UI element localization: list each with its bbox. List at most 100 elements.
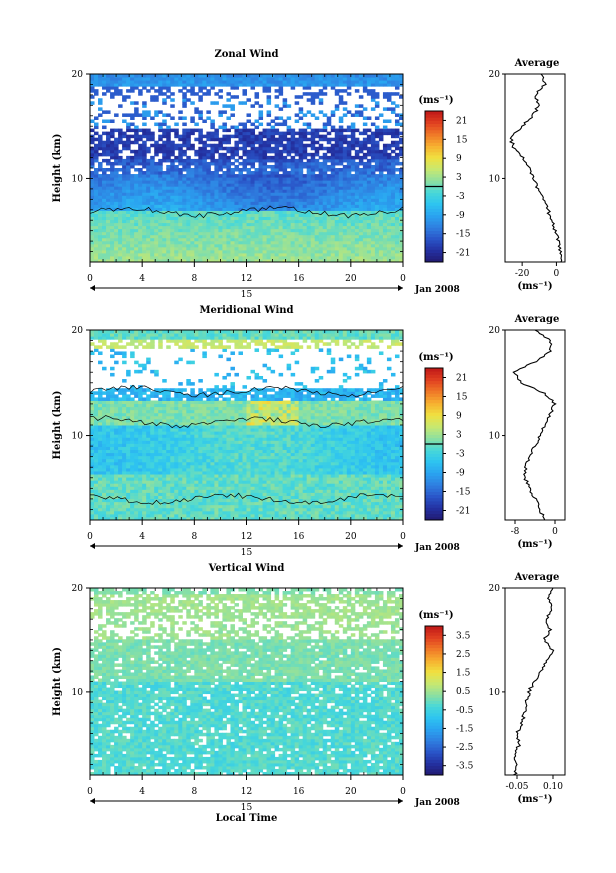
heatmap-cell <box>322 222 328 227</box>
heatmap-cell <box>162 492 167 496</box>
heatmap-cell <box>362 155 368 160</box>
heatmap-cell <box>178 83 183 87</box>
heatmap-cell <box>122 406 127 411</box>
heatmap-cell <box>126 249 131 254</box>
heatmap-cell <box>166 158 171 163</box>
heatmap-cell <box>258 143 264 148</box>
heatmap-cell <box>94 122 99 127</box>
heatmap-cell <box>190 83 195 87</box>
heatmap-cell <box>90 464 95 469</box>
heatmap-cell <box>314 189 320 193</box>
heatmap-cell <box>310 243 316 248</box>
heatmap-cell <box>346 246 352 251</box>
heatmap-cell <box>102 152 107 157</box>
heatmap-cell <box>166 89 171 93</box>
heatmap-cell <box>198 155 203 160</box>
heatmap-cell <box>98 474 103 478</box>
heatmap-cell <box>338 101 344 105</box>
heatmap-cell <box>326 155 332 160</box>
heatmap-cell <box>134 403 139 408</box>
heatmap-cell <box>378 219 384 224</box>
average-frame <box>504 73 566 263</box>
heatmap-cell <box>134 345 139 349</box>
heatmap-cell <box>130 431 135 435</box>
heatmap-cell <box>334 104 340 108</box>
heatmap-cell <box>242 219 247 224</box>
heatmap-cell <box>258 231 264 236</box>
heatmap-cell <box>130 189 135 193</box>
heatmap-cell <box>378 228 384 233</box>
heatmap-cell <box>210 207 215 211</box>
colorbar-swatch <box>425 126 443 131</box>
heatmap-cell <box>334 89 340 93</box>
heatmap-cell <box>386 83 392 87</box>
colorbar-swatch <box>425 183 443 187</box>
heatmap-cell <box>330 246 336 251</box>
heatmap-cell <box>222 161 227 166</box>
heatmap-cell <box>390 246 396 251</box>
heatmap-cell <box>142 110 147 114</box>
heatmap-cell <box>174 177 179 181</box>
heatmap-cell <box>246 195 252 199</box>
heatmap-cell <box>298 192 304 196</box>
heatmap-cell <box>174 134 179 139</box>
heatmap-cell <box>110 219 115 224</box>
heatmap-cell <box>282 104 288 108</box>
heatmap-cell <box>138 225 143 230</box>
heatmap-cell <box>378 164 384 169</box>
heatmap-cell <box>362 201 368 205</box>
heatmap-cell <box>110 415 115 420</box>
heatmap-cell <box>118 219 123 224</box>
heatmap-cell <box>146 216 151 221</box>
heatmap-cell <box>118 243 123 248</box>
heatmap-cell <box>334 186 340 190</box>
heatmap-cell <box>170 231 175 236</box>
heatmap-cell <box>190 183 195 187</box>
heatmap-cell <box>370 177 376 181</box>
heatmap-cell <box>270 168 276 172</box>
heatmap-cell <box>226 104 231 108</box>
heatmap-cell <box>178 222 183 227</box>
y-tick-label: 10 <box>72 174 84 184</box>
heatmap-cell <box>302 258 308 263</box>
heatmap-cell <box>206 237 211 242</box>
heatmap-cell <box>234 131 239 136</box>
heatmap-cell <box>130 480 135 484</box>
heatmap-cell <box>98 412 103 417</box>
heatmap-cell <box>390 198 396 202</box>
heatmap-cell <box>182 207 187 211</box>
heatmap-cell <box>350 246 356 251</box>
heatmap-cell <box>350 125 356 130</box>
heatmap-cell <box>250 189 256 193</box>
heatmap-cell <box>122 360 127 365</box>
heatmap-cell <box>254 146 260 151</box>
heatmap-cell <box>266 95 272 99</box>
heatmap-cell <box>226 252 231 257</box>
heatmap-cell <box>322 152 328 157</box>
heatmap-cell <box>246 219 252 224</box>
heatmap-cell <box>158 397 163 401</box>
heatmap-cell <box>198 131 203 136</box>
colorbar-swatch <box>425 161 443 165</box>
heatmap-cell <box>266 177 272 181</box>
heatmap-cell <box>354 113 360 117</box>
heatmap-cell <box>382 95 388 99</box>
heatmap-cell <box>214 171 219 175</box>
heatmap-cell <box>142 131 147 136</box>
heatmap-cell <box>110 336 115 340</box>
heatmap-cell <box>366 249 372 254</box>
heatmap-cell <box>134 210 139 214</box>
heatmap-cell <box>146 406 151 411</box>
heatmap-cell <box>154 455 159 460</box>
heatmap-cell <box>102 243 107 248</box>
heatmap-cell <box>318 177 324 181</box>
heatmap-cell <box>214 231 219 236</box>
heatmap-cell <box>102 492 107 496</box>
heatmap-cell <box>198 116 203 120</box>
heatmap-cell <box>146 198 151 202</box>
heatmap-cell <box>146 131 151 136</box>
heatmap-cell <box>238 122 243 127</box>
heatmap-cell <box>130 336 135 340</box>
heatmap-cell <box>342 174 348 178</box>
